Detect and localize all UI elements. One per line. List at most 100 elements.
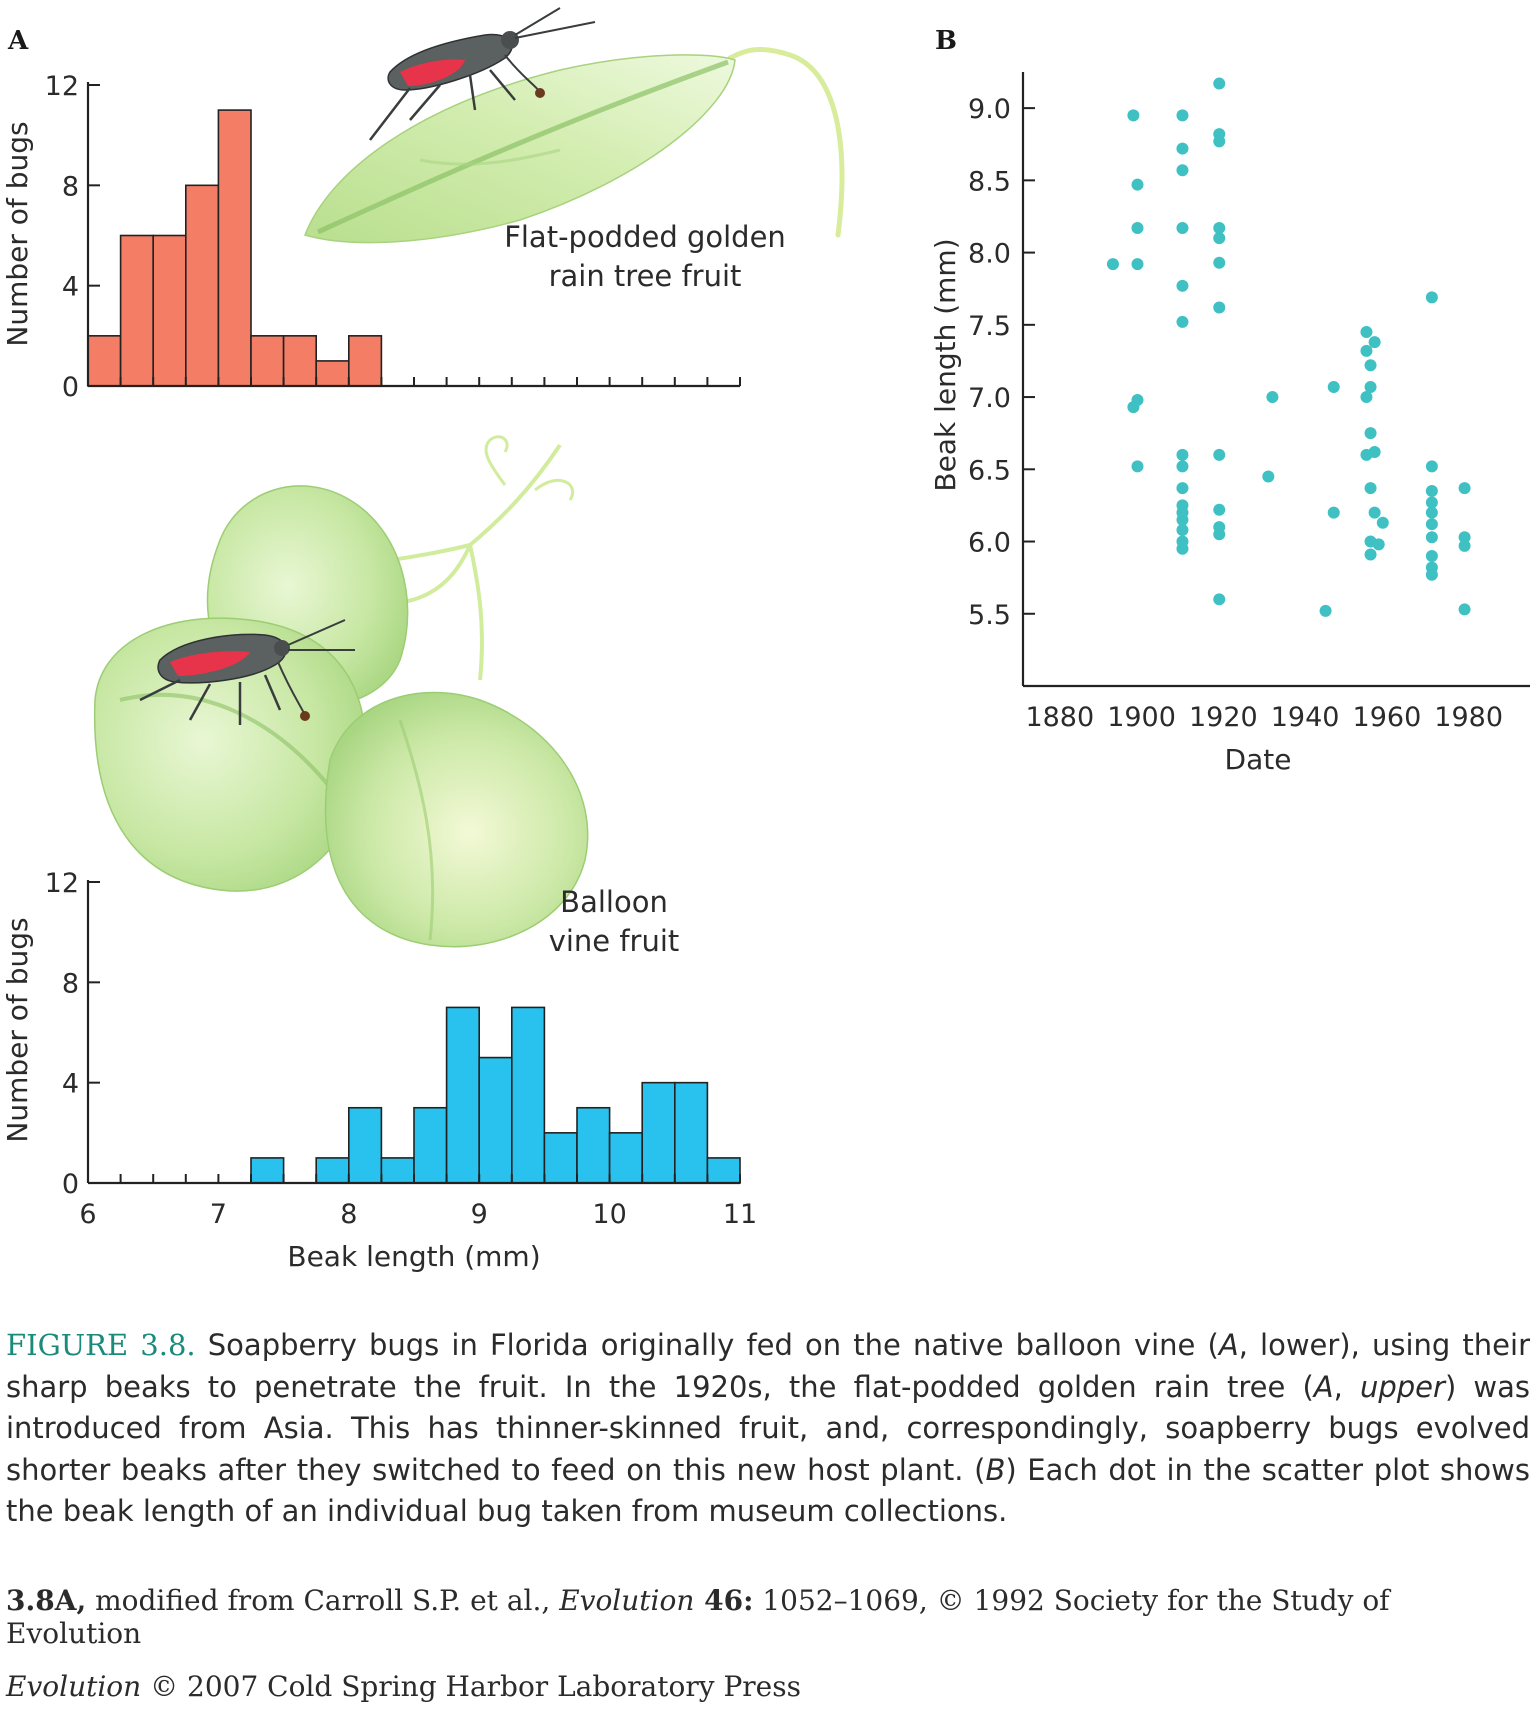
- scatter-point: [1213, 593, 1226, 606]
- caption-part-4: ) was introduced from Asia. This has thi…: [6, 1369, 1530, 1487]
- x-tick-label: 10: [592, 1199, 626, 1230]
- histogram-bar: [250, 1157, 285, 1184]
- figure-caption: FIGURE 3.8. Soapberry bugs in Florida or…: [6, 1325, 1530, 1533]
- scatter-point: [1364, 548, 1377, 561]
- scatter-point: [1176, 315, 1189, 328]
- copyright-line: Evolution © 2007 Cold Spring Harbor Labo…: [6, 1670, 1530, 1703]
- histogram-bar: [250, 335, 285, 387]
- lower-y-axis-title: Number of bugs: [1, 917, 34, 1142]
- scatter-point: [1131, 460, 1144, 473]
- scatter-point: [1176, 482, 1189, 495]
- histogram-bar: [706, 1157, 741, 1184]
- lower-histogram: 0 4 8 12 6 7 8 9 10 11 Number of bugs Beak length…: [1, 868, 757, 1273]
- scatter-point: [1176, 523, 1189, 536]
- balloon-vine-illustration: [93, 435, 589, 948]
- histogram-bar: [282, 335, 318, 387]
- histogram-bar: [641, 1081, 676, 1184]
- y-tick-label: 12: [45, 868, 79, 899]
- x-tick-label: 11: [723, 1199, 757, 1230]
- histogram-bar: [87, 335, 122, 387]
- x-tick-label: 8: [340, 1199, 357, 1230]
- scatter-point: [1131, 178, 1144, 191]
- y-tick-label: 9.0: [968, 94, 1011, 125]
- scatter-point: [1425, 531, 1438, 544]
- soapberry-bug-lower-icon: [139, 619, 355, 725]
- y-tick-label: 7.0: [968, 383, 1011, 414]
- upper-plant-label-line2: rain tree fruit: [549, 259, 742, 293]
- y-tick-label: 12: [45, 71, 79, 102]
- scatter-point: [1364, 380, 1377, 393]
- scatter-point: [1131, 258, 1144, 271]
- histogram-bar: [152, 234, 187, 387]
- y-tick-label: 8.0: [968, 239, 1011, 270]
- scatter-point: [1458, 603, 1471, 616]
- lower-x-axis-title: Beak length (mm): [287, 1240, 540, 1273]
- credit-journal: Evolution: [559, 1584, 695, 1617]
- scatter-point: [1425, 549, 1438, 562]
- scatter-point: [1213, 503, 1226, 516]
- credit-text-1: modified from Carroll S.P. et al.,: [86, 1584, 560, 1617]
- rain-tree-fruit-illustration: [304, 7, 845, 244]
- caption-panel-ref-a1: A: [1218, 1328, 1239, 1362]
- y-tick-label: 4: [62, 1069, 79, 1100]
- scatter-point: [1127, 109, 1140, 122]
- scatter-point: [1106, 258, 1119, 271]
- y-tick-label: 0: [62, 1169, 79, 1200]
- scatter-point: [1425, 518, 1438, 531]
- histogram-bar: [185, 184, 220, 387]
- scatter-point: [1176, 513, 1189, 526]
- scatter-point: [1364, 359, 1377, 372]
- scatter-point: [1266, 391, 1279, 404]
- histogram-bar: [576, 1106, 611, 1184]
- scatter-point: [1213, 256, 1226, 269]
- copyright-book: Evolution: [6, 1670, 142, 1703]
- figure-credit: 3.8A, modified from Carroll S.P. et al.,…: [6, 1584, 1530, 1650]
- caption-part-1: Soapberry bugs in Florida originally fed…: [195, 1328, 1219, 1362]
- x-tick-label: 1980: [1434, 702, 1503, 733]
- histogram-bar: [347, 1106, 383, 1184]
- caption-panel-ref-a2: A: [1313, 1369, 1334, 1404]
- scatter-point: [1425, 496, 1438, 509]
- scatter-point: [1176, 448, 1189, 461]
- scatter-y-axis-title: Beak length (mm): [929, 238, 962, 491]
- histogram-bar: [543, 1132, 578, 1184]
- scatter-point: [1213, 135, 1226, 148]
- histogram-bar: [217, 109, 252, 387]
- caption-part-2: , lower), using their sharp beaks to pen…: [6, 1328, 1530, 1404]
- x-tick-label: 1900: [1107, 702, 1176, 733]
- histogram-bar: [315, 360, 350, 387]
- scatter-point: [1360, 391, 1373, 404]
- panel-b-label: B: [935, 26, 957, 56]
- scatter-point: [1368, 445, 1381, 458]
- histogram-bar: [510, 1006, 546, 1184]
- figure-number: FIGURE 3.8.: [6, 1328, 196, 1362]
- histogram-bar: [315, 1157, 350, 1184]
- upper-y-axis-title: Number of bugs: [1, 121, 34, 346]
- panel-a-label: A: [7, 26, 29, 56]
- scatter-point: [1176, 142, 1189, 155]
- y-tick-label: 6.0: [968, 528, 1011, 559]
- scatter-point: [1176, 164, 1189, 177]
- y-tick-label: 8: [62, 171, 79, 202]
- scatter-point: [1262, 470, 1275, 483]
- scatter-point: [1327, 506, 1340, 519]
- scatter-point: [1176, 222, 1189, 235]
- x-tick-label: 1940: [1271, 702, 1340, 733]
- scatter-point: [1213, 77, 1226, 90]
- x-tick-label: 1920: [1189, 702, 1258, 733]
- scatter-point: [1319, 604, 1332, 617]
- credit-text-2: 1052–1069, © 1992 Society for the Study …: [6, 1584, 1390, 1650]
- scatter-point: [1364, 482, 1377, 495]
- scatter-point: [1364, 427, 1377, 440]
- copyright-text: © 2007 Cold Spring Harbor Laboratory Pre…: [141, 1670, 801, 1703]
- histogram-bar: [478, 1056, 513, 1184]
- x-tick-label: 6: [79, 1199, 96, 1230]
- scatter-point: [1425, 506, 1438, 519]
- scatter-point: [1176, 542, 1189, 555]
- caption-part-5: ) Each dot in the scatter plot shows the…: [6, 1452, 1530, 1529]
- x-tick-label: 1880: [1025, 702, 1094, 733]
- scatter-point: [1213, 232, 1226, 245]
- credit-volume: 46:: [694, 1584, 754, 1617]
- caption-part-3: ,: [1333, 1369, 1360, 1404]
- histogram-bar: [413, 1106, 448, 1184]
